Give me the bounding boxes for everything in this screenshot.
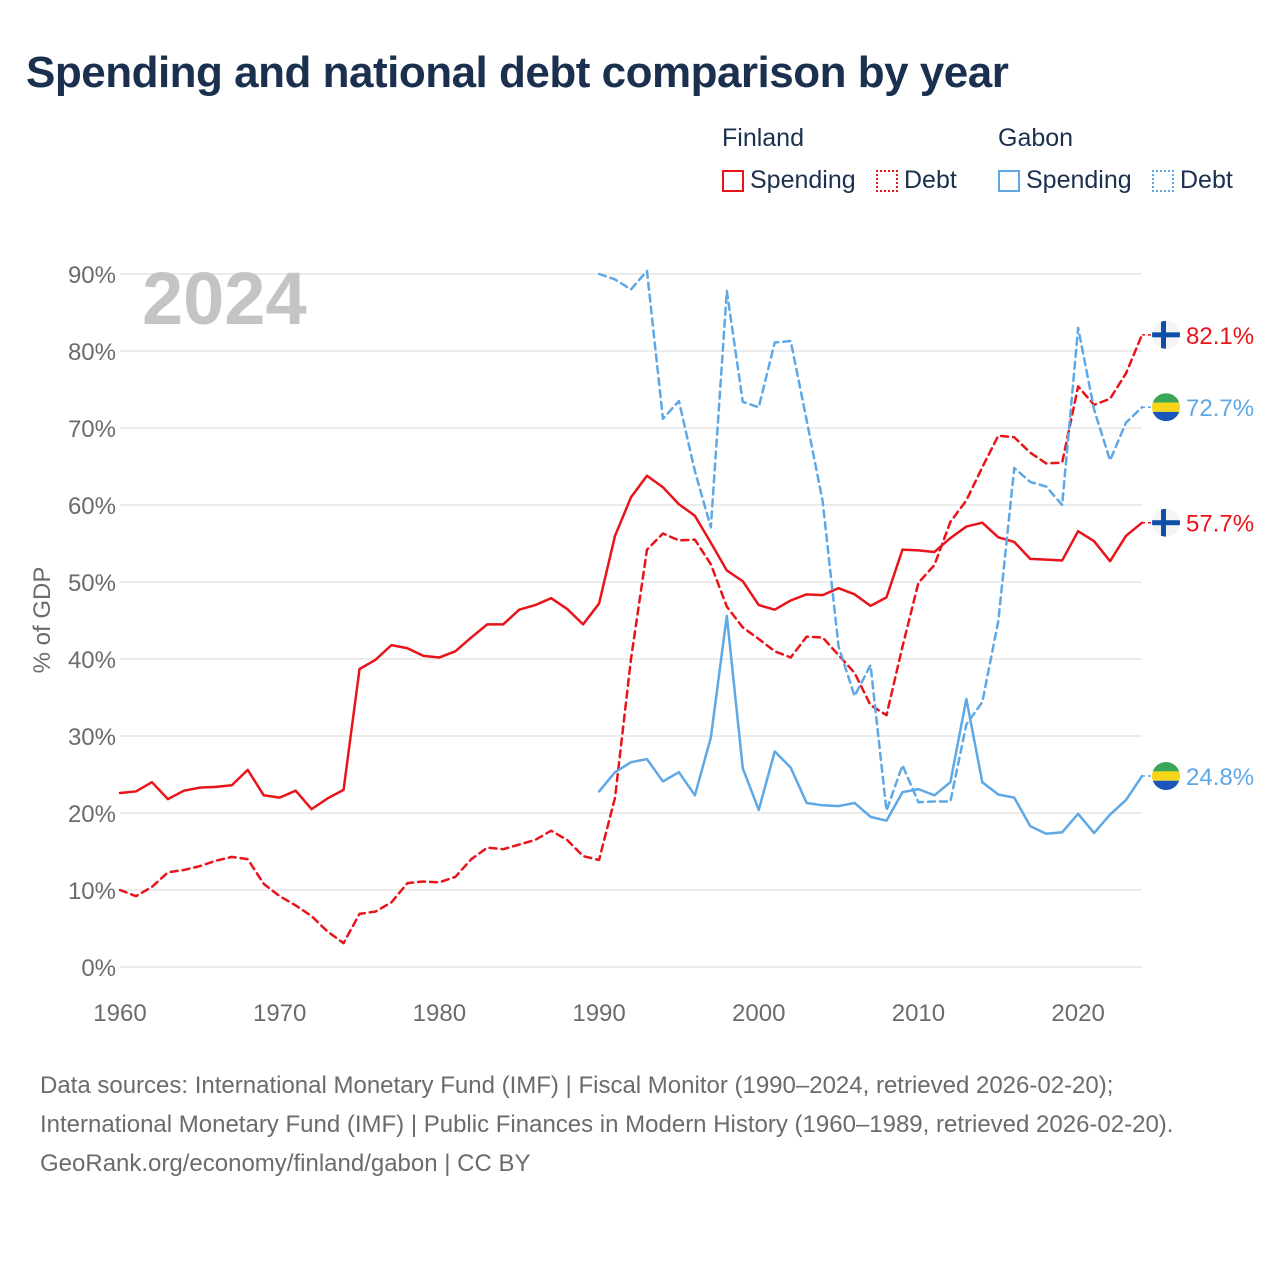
end-value-label: 72.7% [1186,395,1254,422]
x-tick-label: 1980 [413,1000,466,1027]
y-tick-label: 40% [68,647,116,674]
data-sources: Data sources: International Monetary Fun… [40,1072,1174,1138]
y-axis-title: % of GDP [29,567,56,674]
legend-item-gabon-debt[interactable]: Debt [1152,166,1233,195]
footer: Data sources: International Monetary Fun… [40,1066,1240,1183]
y-tick-label: 0% [81,955,116,982]
y-tick-label: 10% [68,878,116,905]
line-chart: 0% 10% 20% 30% 40% 50% 60% 70% 80% 90% 1960 1970 198… [29,257,1254,1027]
x-tick-label: 1960 [93,1000,146,1027]
legend-group-finland: Finland [722,124,804,152]
x-tick-label: 2010 [892,1000,945,1027]
y-tick-label: 20% [68,801,116,828]
legend-swatch-dotted-blue [1152,169,1174,192]
end-value-label: 57.7% [1186,511,1254,538]
legend-swatch-solid-blue [998,169,1020,192]
legend-item-finland-spending[interactable]: Spending [722,166,856,195]
x-tick-label: 2000 [732,1000,785,1027]
end-value-label: 24.8% [1186,764,1254,791]
legend-swatch-solid-red [722,169,744,192]
x-tick-label: 1970 [253,1000,306,1027]
legend-label: Debt [1180,166,1233,194]
end-value-label: 82.1% [1186,323,1254,350]
series-line-finland-spending [118,474,1144,811]
attribution: GeoRank.org/economy/finland/gabon | CC B… [40,1150,531,1177]
y-tick-label: 60% [68,493,116,520]
legend-label: Debt [904,166,957,194]
gabon-flag-icon [1152,393,1180,422]
year-watermark: 2024 [142,257,307,340]
gabon-flag-icon [1152,762,1180,791]
series-line-finland-debt [118,333,1144,945]
legend-item-gabon-spending[interactable]: Spending [998,166,1132,195]
finland-flag-icon [1152,508,1180,537]
series-line-gabon-debt [597,269,1144,812]
x-tick-label: 2020 [1051,1000,1104,1027]
series-line-gabon-spending [597,614,1144,836]
legend-label: Spending [750,166,856,194]
legend-group-gabon: Gabon [998,124,1074,152]
y-tick-label: 90% [68,262,116,289]
y-tick-label: 80% [68,339,116,366]
legend-label: Spending [1026,166,1132,194]
finland-flag-icon [1152,320,1180,349]
y-tick-label: 50% [68,570,116,597]
legend-item-finland-debt[interactable]: Debt [876,166,957,195]
chart-title: Spending and national debt comparison by… [26,48,1009,97]
y-tick-label: 30% [68,724,116,751]
x-tick-label: 1990 [572,1000,625,1027]
y-tick-label: 70% [68,416,116,443]
legend-swatch-dotted-red [876,169,898,192]
